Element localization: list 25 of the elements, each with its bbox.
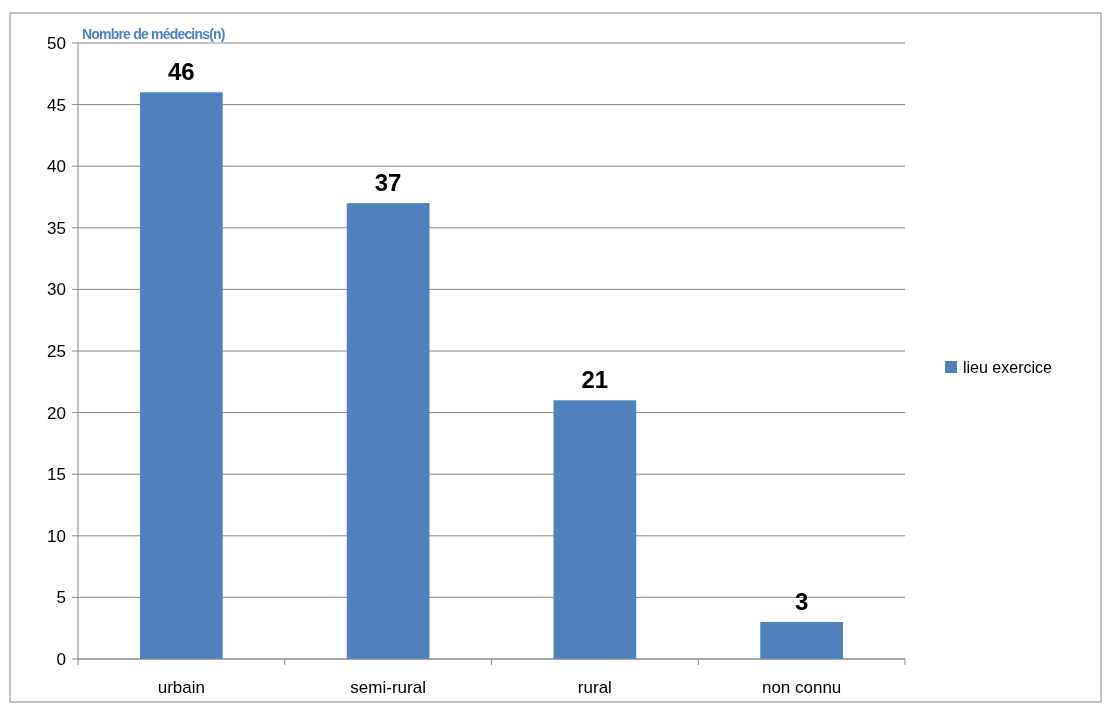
y-tick-label: 35 <box>47 218 66 238</box>
data-label: 46 <box>168 58 195 86</box>
x-tick-label: semi-rural <box>350 678 426 697</box>
bar <box>346 203 430 659</box>
y-tick-label: 30 <box>47 280 66 300</box>
y-tick-label: 10 <box>47 526 66 546</box>
y-tick-label: 15 <box>47 465 66 485</box>
bar <box>760 622 843 659</box>
y-tick-label: 50 <box>47 33 66 53</box>
y-tick-label: 45 <box>47 95 66 115</box>
legend-label: lieu exercice <box>963 358 1053 376</box>
y-axis-title: Nombre de médecins(n) <box>82 26 225 42</box>
x-tick-label: urbain <box>157 678 206 697</box>
data-label: 21 <box>581 366 609 394</box>
y-tick-label: 40 <box>47 157 66 177</box>
bar <box>553 400 637 659</box>
bar <box>140 92 223 659</box>
y-tick-label: 0 <box>56 649 66 669</box>
data-label: 37 <box>374 169 402 197</box>
x-tick-label: rural <box>577 678 612 697</box>
y-tick-label: 5 <box>56 588 66 608</box>
y-tick-label: 20 <box>47 403 66 423</box>
y-tick-label: 25 <box>47 341 66 361</box>
x-tick-label: non connu <box>761 678 842 697</box>
data-label: 3 <box>794 588 809 616</box>
